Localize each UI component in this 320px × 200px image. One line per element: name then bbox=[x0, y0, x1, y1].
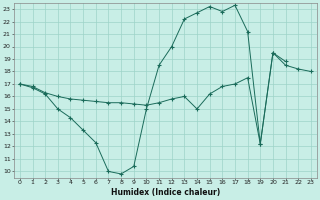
X-axis label: Humidex (Indice chaleur): Humidex (Indice chaleur) bbox=[111, 188, 220, 197]
